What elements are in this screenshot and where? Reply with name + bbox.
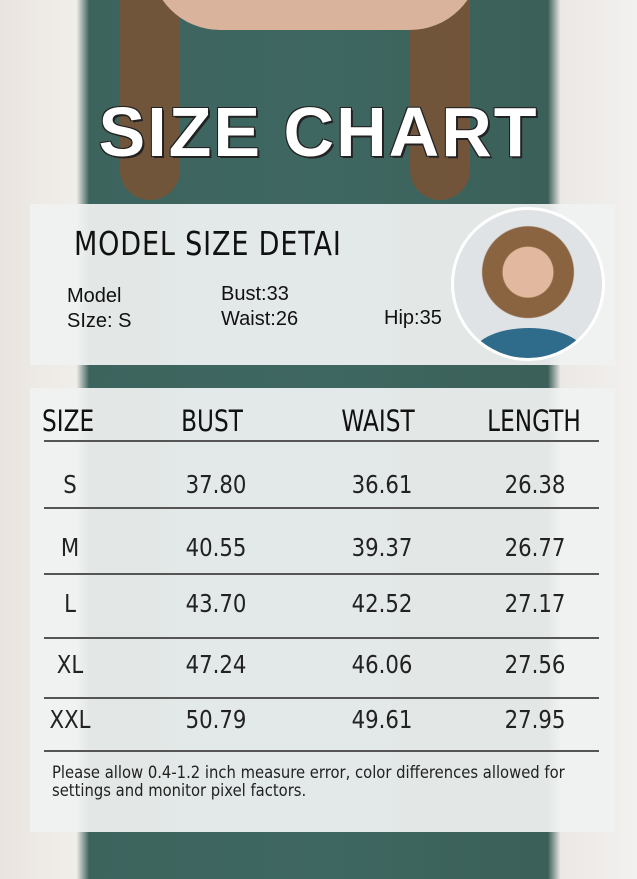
row-divider bbox=[44, 507, 599, 509]
cell-bust: 50.79 bbox=[185, 705, 247, 734]
row-divider bbox=[44, 637, 599, 639]
row-divider bbox=[44, 750, 599, 752]
cell-waist: 49.61 bbox=[351, 705, 413, 734]
header-divider bbox=[44, 440, 599, 442]
row-divider bbox=[44, 573, 599, 575]
cell-size: XL bbox=[56, 650, 84, 679]
model-size-heading: MODEL SIZE DETAI bbox=[74, 224, 342, 263]
cell-length: 26.77 bbox=[504, 533, 566, 562]
size-table-panel bbox=[30, 388, 615, 832]
cell-bust: 47.24 bbox=[185, 650, 247, 679]
cell-size: L bbox=[64, 589, 76, 618]
cell-waist: 46.06 bbox=[351, 650, 413, 679]
cell-length: 27.56 bbox=[504, 650, 566, 679]
cell-waist: 42.52 bbox=[351, 589, 413, 618]
cell-bust: 40.55 bbox=[185, 533, 247, 562]
cell-size: XXL bbox=[49, 705, 91, 734]
cell-length: 26.38 bbox=[504, 470, 566, 499]
size-chart-title: SIZE CHART bbox=[98, 93, 539, 171]
cell-waist: 39.37 bbox=[351, 533, 413, 562]
model-measures: Bust:33 Waist:26 bbox=[221, 282, 298, 332]
header-bust: BUST bbox=[181, 404, 243, 438]
model-photo bbox=[451, 207, 605, 361]
cell-size: S bbox=[63, 470, 77, 499]
cell-bust: 43.70 bbox=[185, 589, 247, 618]
cell-length: 27.95 bbox=[504, 705, 566, 734]
model-hip: Hip:35 bbox=[384, 307, 442, 329]
measurement-note: Please allow 0.4-1.2 inch measure error,… bbox=[52, 763, 565, 801]
header-size: SIZE bbox=[42, 404, 95, 438]
cell-waist: 36.61 bbox=[351, 470, 413, 499]
cell-length: 27.17 bbox=[504, 589, 566, 618]
header-length: LENGTH bbox=[487, 404, 581, 438]
background-hair bbox=[120, 0, 180, 200]
background-model-face bbox=[150, 0, 480, 30]
header-waist: WAIST bbox=[341, 404, 415, 438]
background-hair bbox=[410, 0, 470, 200]
cell-size: M bbox=[60, 533, 80, 562]
row-divider bbox=[44, 697, 599, 699]
cell-bust: 37.80 bbox=[185, 470, 247, 499]
model-size-line1: Model bbox=[67, 285, 122, 307]
model-waist: Waist:26 bbox=[221, 308, 299, 330]
model-size-label: Model SIze: S bbox=[67, 284, 131, 334]
model-size-line2: SIze: S bbox=[67, 310, 132, 332]
model-bust: Bust:33 bbox=[221, 283, 289, 305]
